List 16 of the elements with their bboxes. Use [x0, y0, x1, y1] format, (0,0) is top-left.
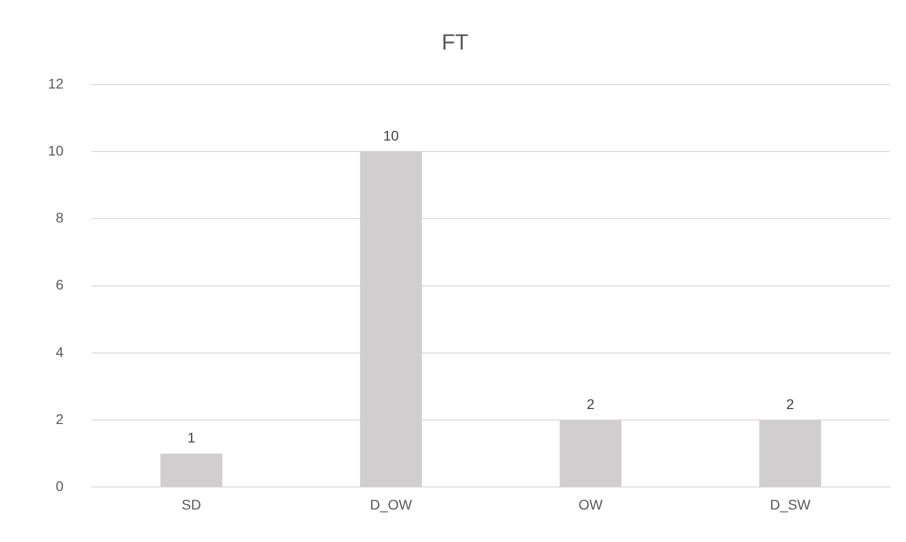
- data-label: 1: [187, 429, 196, 446]
- x-tick-label: OW: [578, 496, 604, 512]
- y-tick-label: 8: [56, 210, 64, 226]
- data-label: 2: [586, 396, 595, 412]
- y-tick-label: 0: [56, 478, 64, 494]
- y-tick-label: 12: [48, 75, 64, 92]
- data-label: 2: [786, 396, 794, 412]
- data-label: 10: [383, 127, 399, 144]
- y-tick-label: 6: [56, 276, 64, 293]
- x-tick-label: D_OW: [370, 496, 413, 512]
- y-tick-label: 10: [48, 142, 64, 158]
- chart-title: FT: [442, 29, 468, 54]
- y-tick-label: 4: [56, 344, 64, 360]
- x-tick-label: D_SW: [770, 496, 812, 512]
- y-tick-label: 2: [56, 410, 64, 427]
- x-tick-label: SD: [182, 496, 202, 512]
